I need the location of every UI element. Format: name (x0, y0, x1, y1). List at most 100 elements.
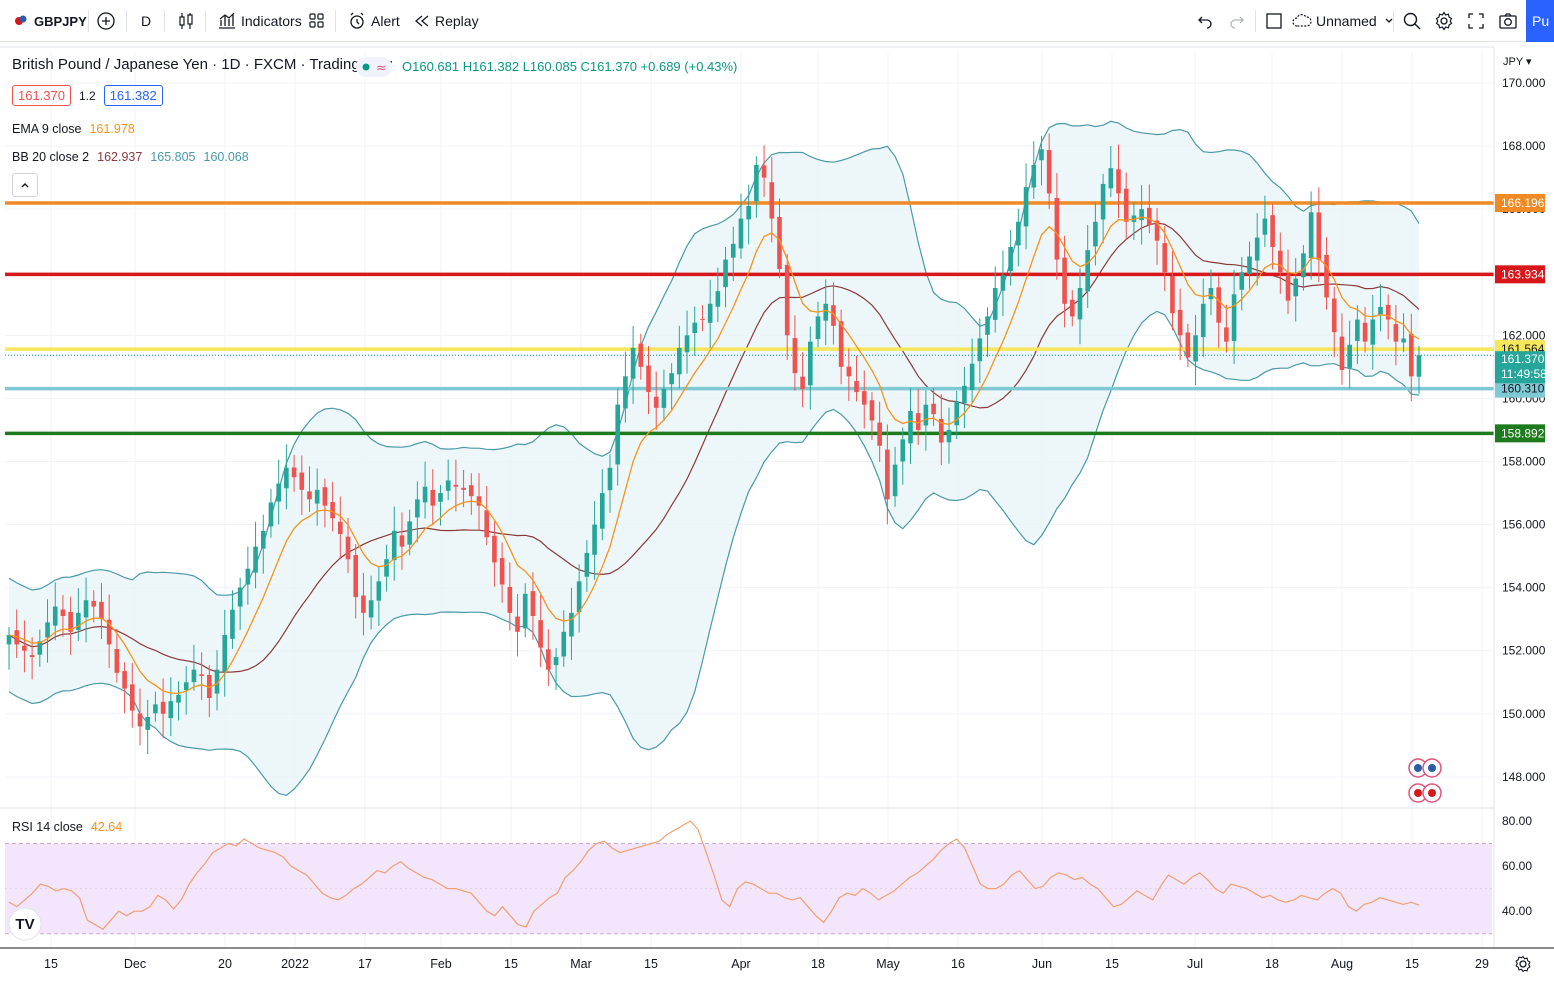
axis-settings-gear-icon[interactable] (1515, 955, 1531, 973)
candle-body (1370, 319, 1376, 345)
currency-label[interactable]: JPY ▾ (1503, 56, 1532, 68)
candle-body (1116, 169, 1121, 194)
candle-body (1023, 187, 1029, 227)
level-price-label: 158.892 (1501, 426, 1545, 440)
candle-body (214, 669, 220, 694)
collapse-legend-button[interactable] (12, 173, 38, 197)
candle-body (1262, 218, 1268, 235)
chart-area[interactable]: JPY ▾170.000168.000166.000164.000162.000… (0, 42, 1554, 984)
time-tick-label: 2022 (281, 957, 309, 971)
candle-body (245, 568, 251, 585)
quick-search-button[interactable] (1402, 0, 1422, 42)
candle-body (60, 609, 66, 617)
candle-body (114, 649, 120, 673)
candle-body (800, 376, 805, 389)
candle-body (199, 674, 204, 676)
market-status-badge[interactable]: ≈ (356, 56, 392, 78)
candle-body (1031, 165, 1037, 188)
time-tick-label: Mar (570, 957, 592, 971)
candle-body (730, 243, 736, 258)
candle-body (99, 601, 104, 620)
candle-body (368, 600, 374, 618)
candle-body (484, 510, 490, 538)
candle-body (607, 467, 613, 491)
candle-body (546, 649, 551, 670)
candle-body (522, 593, 528, 629)
candle-body (707, 303, 713, 323)
undo-button[interactable] (1196, 0, 1214, 42)
sell-price-button[interactable]: 161.370 (12, 85, 71, 106)
snapshot-button[interactable] (1498, 0, 1518, 42)
level-price-label: 163.934 (1501, 267, 1545, 281)
cloud-icon (1292, 14, 1312, 27)
candle-body (746, 206, 751, 220)
candle-body (291, 467, 297, 478)
gear-center (1519, 960, 1527, 968)
bb-legend[interactable]: BB 20 close 2 162.937 165.805 160.068 (12, 150, 249, 164)
indicators-button[interactable]: Indicators (217, 0, 302, 42)
bb-basis-line (8, 222, 1420, 673)
layout-menu-button[interactable]: Unnamed (1291, 0, 1395, 42)
select-layout-button[interactable] (1265, 0, 1283, 42)
candle-body (1401, 338, 1406, 343)
candle-body (1069, 299, 1075, 317)
candle-body (268, 502, 274, 527)
price-tick-label: 154.000 (1502, 581, 1546, 595)
svg-text:≈: ≈ (376, 61, 387, 76)
ohlc-row: O160.681 H161.382 L160.085 C161.370 +0.6… (402, 59, 737, 74)
ema-legend[interactable]: EMA 9 close 161.978 (12, 122, 135, 136)
chevron-down-icon (1385, 18, 1393, 23)
event-flag-inner (1428, 789, 1436, 797)
candle-body (754, 165, 759, 202)
price-tick-label: 162.000 (1502, 328, 1546, 342)
chart-canvas[interactable]: JPY ▾170.000168.000166.000164.000162.000… (0, 42, 1554, 984)
gear-icon (1435, 11, 1453, 31)
candle-body (831, 305, 836, 326)
candle-body (353, 555, 359, 598)
candle-body (854, 381, 859, 393)
rsi-tick-label: 80.00 (1502, 814, 1532, 828)
candle-body (507, 586, 513, 613)
candle-body (1077, 288, 1083, 320)
interval-button[interactable]: D (141, 0, 151, 42)
level-price-tag (1495, 379, 1545, 398)
chart-type-button[interactable] (177, 0, 195, 42)
economic-events-icon[interactable] (1408, 758, 1442, 803)
chart-title: British Pound / Japanese Yen · 1D · FXCM… (12, 56, 392, 73)
candle-body (1123, 188, 1129, 222)
candle-body (160, 701, 166, 714)
compare-button[interactable] (96, 0, 116, 42)
candle-body (599, 493, 605, 529)
candle-body (576, 581, 582, 613)
candle-body (846, 366, 852, 377)
candle-body (1039, 149, 1044, 161)
chevron-up-icon (21, 183, 29, 188)
rsi-legend[interactable]: RSI 14 close 42.64 (12, 820, 122, 834)
time-tick-label: 20 (218, 957, 232, 971)
candle-body (931, 403, 936, 415)
candle-body (1385, 304, 1391, 320)
symbol-search-button[interactable]: GBPJPY (12, 0, 87, 42)
candle-body (738, 218, 744, 249)
price-tick-label: 150.000 (1502, 707, 1546, 721)
price-axis-background (1494, 47, 1554, 948)
time-tick-label: 18 (811, 957, 825, 971)
publish-button[interactable]: Pu (1526, 0, 1554, 42)
candle-body (145, 716, 150, 730)
search-icon (1403, 12, 1421, 30)
tradingview-logo[interactable]: TV (8, 907, 42, 941)
candle-body (515, 616, 520, 632)
fullscreen-button[interactable] (1467, 0, 1485, 42)
buy-price-button[interactable]: 161.382 (103, 85, 163, 106)
settings-button[interactable] (1434, 0, 1454, 42)
templates-button[interactable] (308, 0, 326, 42)
legend-title-row: British Pound / Japanese Yen · 1D · FXCM… (12, 56, 392, 73)
time-tick-label: Jul (1187, 957, 1203, 971)
redo-button[interactable] (1228, 0, 1246, 42)
alert-button[interactable]: Alert (347, 0, 400, 42)
candle-body (946, 429, 952, 443)
layout-name: Unnamed (1316, 13, 1377, 29)
candle-body (1331, 298, 1337, 333)
candle-body (569, 612, 574, 637)
replay-button[interactable]: Replay (413, 0, 479, 42)
